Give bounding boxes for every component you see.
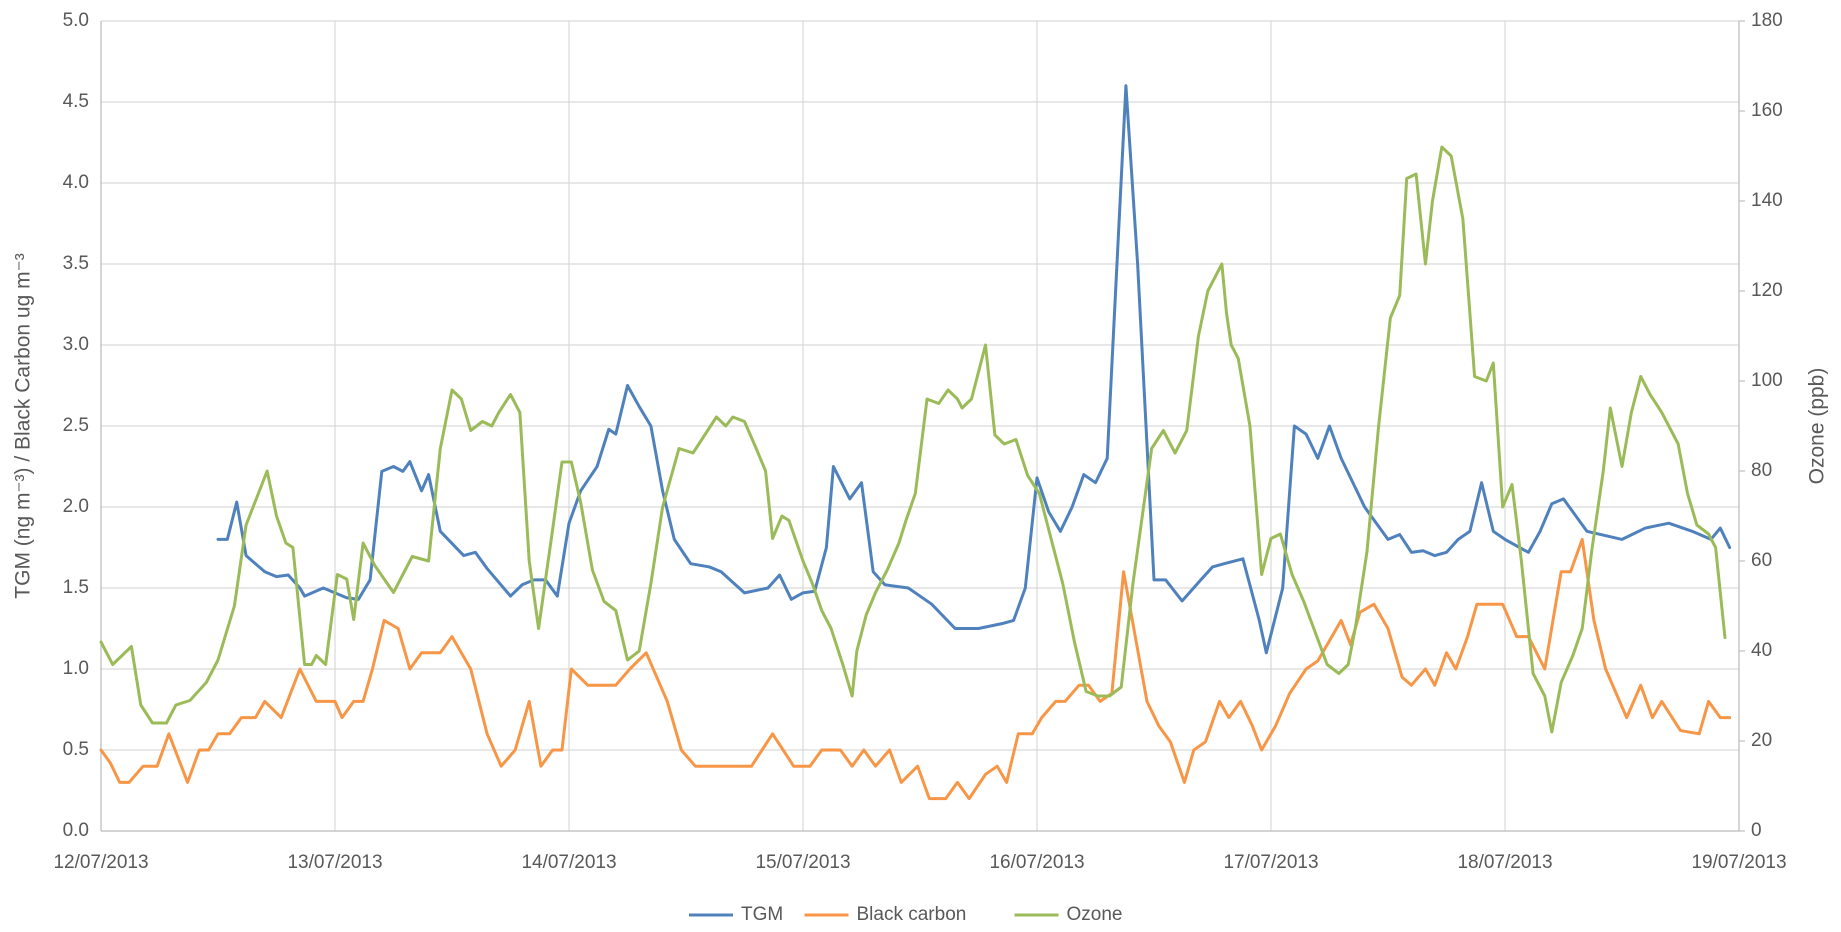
x-tick-label: 17/07/2013: [1223, 852, 1318, 873]
y-axis-title: TGM (ng m⁻³) / Black Carbon ug m⁻³: [12, 253, 35, 598]
labels: TGM (ng m⁻³) / Black Carbon ug m⁻³ Ozone…: [12, 10, 1829, 925]
x-tick-label: 12/07/2013: [53, 852, 148, 873]
legend-label: Ozone: [1067, 904, 1123, 925]
legend-label: Black carbon: [857, 904, 967, 925]
x-tick-label: 13/07/2013: [287, 852, 382, 873]
data-line: [99, 537, 1732, 801]
y2-tick-label: 180: [1751, 10, 1783, 31]
data-line: [99, 145, 1727, 734]
y2-tick-label: 20: [1751, 730, 1772, 751]
x-tick-label: 16/07/2013: [989, 852, 1084, 873]
x-tick-label: 18/07/2013: [1457, 852, 1552, 873]
data-line: [216, 84, 1732, 655]
y2-tick-label: 40: [1751, 640, 1772, 661]
grid: [100, 20, 1745, 832]
y-tick-label: 0.0: [63, 820, 89, 841]
y-tick-label: 1.5: [63, 577, 89, 598]
y2-tick-label: 120: [1751, 280, 1783, 301]
y-tick-label: 2.0: [63, 496, 89, 517]
y2-tick-label: 100: [1751, 370, 1783, 391]
y-tick-label: 0.5: [63, 739, 89, 760]
y2-tick-label: 140: [1751, 190, 1783, 211]
x-tick-label: 14/07/2013: [521, 852, 616, 873]
y-tick-label: 3.5: [63, 253, 89, 274]
legend-label: TGM: [741, 904, 783, 925]
y2-tick-label: 60: [1751, 550, 1772, 571]
y-tick-label: 5.0: [63, 10, 89, 31]
y-tick-label: 1.0: [63, 658, 89, 679]
y2-tick-label: 0: [1751, 820, 1762, 841]
y-tick-label: 4.5: [63, 91, 89, 112]
x-tick-label: 15/07/2013: [755, 852, 850, 873]
y2-axis-title: Ozone (ppb): [1806, 368, 1829, 485]
x-tick-label: 19/07/2013: [1691, 852, 1786, 873]
y2-tick-label: 160: [1751, 100, 1783, 121]
y-tick-label: 3.0: [63, 334, 89, 355]
y-tick-label: 2.5: [63, 415, 89, 436]
y-tick-label: 4.0: [63, 172, 89, 193]
y2-tick-label: 80: [1751, 460, 1772, 481]
plot-area: [99, 84, 1732, 801]
